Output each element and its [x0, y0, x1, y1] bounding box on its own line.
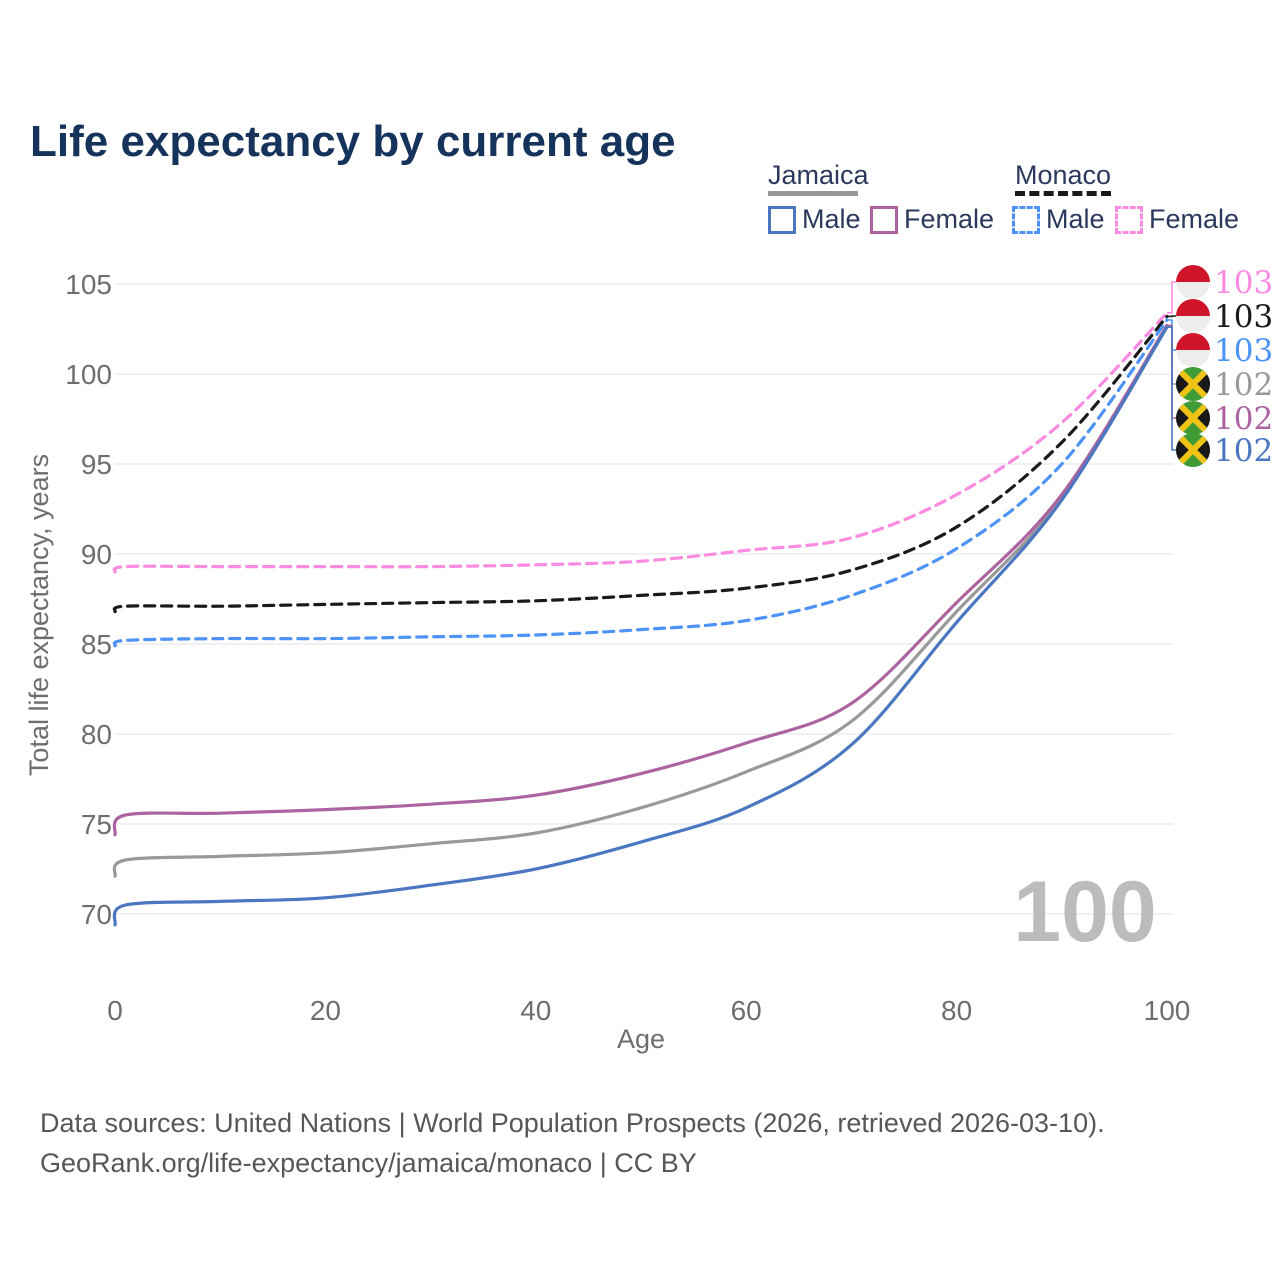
- end-label-monaco-female[interactable]: 103: [1176, 265, 1273, 301]
- end-value: 103: [1214, 299, 1273, 335]
- jamaica-male-swatch-icon: [768, 205, 796, 234]
- footer-attribution-link[interactable]: GeoRank.org/life-expectancy/jamaica/mona…: [40, 1148, 697, 1178]
- end-label-jamaica-male[interactable]: 102: [1176, 433, 1273, 469]
- y-tick-label: 90: [81, 539, 112, 570]
- x-tick-label: 60: [731, 995, 762, 1026]
- end-value: 102: [1214, 401, 1273, 437]
- monaco-flag-icon: [1176, 299, 1210, 333]
- monaco-female-swatch-icon: [1115, 205, 1143, 234]
- y-tick-label: 80: [81, 719, 112, 750]
- series-line-jamaica-both[interactable]: [112, 324, 1169, 878]
- monaco-flag-icon: [1176, 265, 1210, 299]
- x-tick-label: 0: [107, 995, 123, 1026]
- monaco-male-swatch-icon: [1012, 205, 1040, 234]
- monaco-flag-icon: [1176, 333, 1210, 367]
- series-line-jamaica-male[interactable]: [112, 325, 1169, 927]
- x-tick-label: 100: [1144, 995, 1191, 1026]
- legend-underline-monaco: [1015, 191, 1111, 196]
- y-tick-label: 100: [65, 359, 112, 390]
- end-label-jamaica-female[interactable]: 102: [1176, 401, 1273, 437]
- end-label-leader: [1167, 281, 1176, 314]
- y-axis-title: Total life expectancy, years: [24, 454, 54, 776]
- legend-item-monaco-male[interactable]: Male: [1012, 204, 1105, 235]
- legend-country-jamaica: Jamaica: [768, 160, 869, 190]
- legend-country-monaco: Monaco: [1015, 160, 1112, 190]
- page-title: Life expectancy by current age: [30, 117, 676, 167]
- jamaica-flag-icon: [1176, 367, 1210, 401]
- legend-item-label: Female: [904, 204, 995, 234]
- x-axis-title: Age: [617, 1024, 665, 1054]
- end-label-monaco-both[interactable]: 103: [1176, 299, 1273, 335]
- y-tick-label: 85: [81, 629, 112, 660]
- series-line-monaco-both[interactable]: [112, 314, 1169, 614]
- y-tick-label: 70: [81, 899, 112, 930]
- y-tick-label: 95: [81, 449, 112, 480]
- series-line-monaco-male[interactable]: [112, 318, 1169, 648]
- legend-item-label: Female: [1149, 204, 1240, 234]
- x-tick-label: 40: [520, 995, 551, 1026]
- end-value: 102: [1214, 433, 1273, 469]
- x-tick-label: 80: [941, 995, 972, 1026]
- end-label-jamaica-both[interactable]: 102: [1176, 367, 1273, 403]
- legend-item-monaco-female[interactable]: Female: [1115, 204, 1239, 235]
- series-line-jamaica-female[interactable]: [112, 323, 1169, 837]
- end-value: 103: [1214, 265, 1273, 301]
- x-tick-label: 20: [310, 995, 341, 1026]
- legend-item-jamaica-male[interactable]: Male: [768, 204, 861, 235]
- end-label-leader: [1167, 326, 1176, 451]
- y-tick-label: 105: [65, 269, 112, 300]
- footer-data-sources: Data sources: United Nations | World Pop…: [40, 1108, 1105, 1138]
- end-value: 102: [1214, 367, 1273, 403]
- end-value: 103: [1214, 333, 1273, 369]
- series-line-monaco-female[interactable]: [112, 311, 1169, 574]
- jamaica-female-swatch-icon: [870, 205, 898, 234]
- legend-item-jamaica-female[interactable]: Female: [870, 204, 994, 235]
- end-label-monaco-male[interactable]: 103: [1176, 333, 1273, 369]
- jamaica-flag-icon: [1176, 401, 1210, 435]
- y-tick-label: 75: [81, 809, 112, 840]
- legend-underline-jamaica: [768, 191, 858, 196]
- current-age-watermark: 100: [1013, 864, 1157, 960]
- legend-item-label: Male: [1046, 204, 1105, 234]
- legend-item-label: Male: [802, 204, 861, 234]
- jamaica-flag-icon: [1176, 433, 1210, 467]
